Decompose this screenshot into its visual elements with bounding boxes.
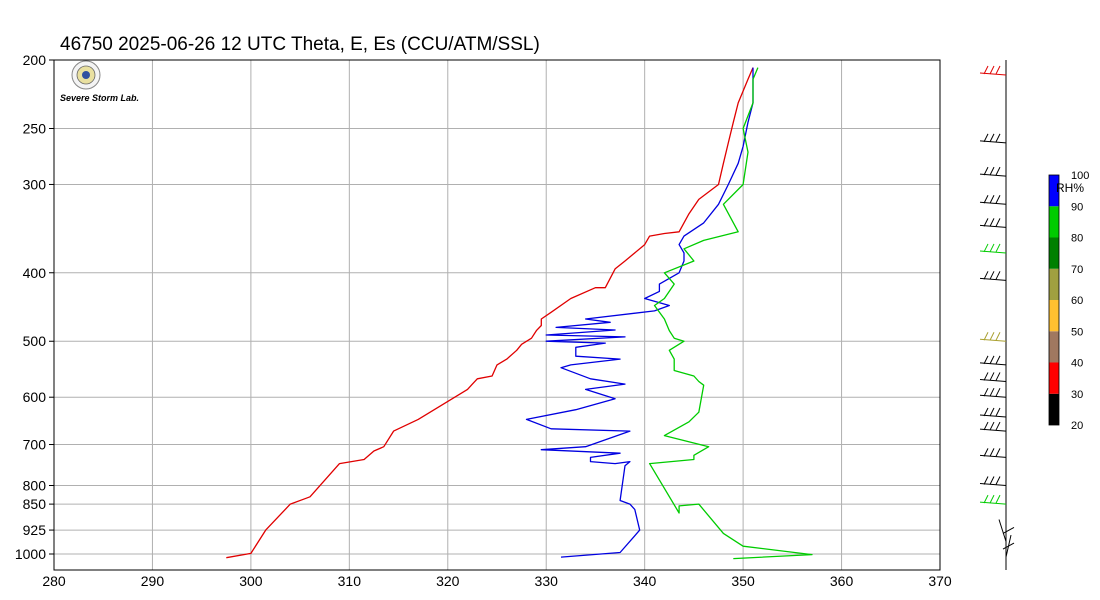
wind-barb (979, 166, 1007, 177)
rh-colorbar-tick: 30 (1071, 389, 1083, 401)
series-line-3 (648, 67, 813, 560)
rh-colorbar-tick: 50 (1071, 326, 1083, 338)
y-tick-label: 800 (23, 478, 47, 494)
rh-colorbar-segment (1049, 393, 1059, 425)
wind-barb (998, 519, 1015, 542)
wind-barb (1002, 534, 1015, 558)
rh-colorbar-tick: 20 (1071, 420, 1083, 432)
rh-colorbar-segment (1049, 331, 1059, 363)
x-tick-label: 330 (535, 573, 559, 589)
rh-colorbar: 20 30 40 50 60 70 80 90 100 (1048, 170, 1089, 432)
rh-colorbar-tick: 70 (1071, 264, 1083, 276)
axis-ticks: 280 290 300 310 320 330 340 350 360 370 200 250 300 4… (15, 52, 952, 589)
wind-barb (979, 407, 1007, 418)
x-tick-label: 300 (239, 573, 263, 589)
logo-text: Severe Storm Lab. (60, 93, 139, 103)
wind-barb (979, 448, 1007, 458)
wind-barb (979, 332, 1007, 342)
y-tick-label: 925 (23, 522, 47, 538)
wind-barb (979, 243, 1007, 254)
rh-colorbar-tick: 80 (1071, 233, 1083, 245)
rh-colorbar-label: RH% (1056, 181, 1084, 195)
rh-colorbar-tick: 60 (1071, 295, 1083, 307)
y-tick-label: 300 (23, 176, 47, 192)
x-tick-label: 350 (731, 573, 755, 589)
y-tick-label: 400 (23, 265, 47, 281)
wind-barb (979, 65, 1007, 76)
y-tick-label: 250 (23, 120, 47, 136)
x-tick-label: 320 (436, 573, 460, 589)
x-tick-label: 360 (830, 573, 854, 589)
rh-colorbar-segment (1049, 362, 1059, 394)
rh-colorbar-tick: 100 (1071, 170, 1089, 182)
wind-barb (979, 476, 1007, 487)
x-tick-label: 340 (633, 573, 657, 589)
wind-barb (979, 195, 1007, 205)
wind-barb (979, 372, 1007, 382)
wind-barb (979, 387, 1007, 398)
y-tick-label: 700 (23, 437, 47, 453)
rh-colorbar-tick: 90 (1071, 201, 1083, 213)
wind-barbs (979, 65, 1015, 558)
wind-barb (979, 421, 1007, 432)
x-tick-label: 290 (141, 573, 165, 589)
rh-colorbar-segment (1049, 206, 1059, 238)
wind-barb (979, 218, 1007, 228)
rh-colorbar-segment (1049, 175, 1059, 207)
wind-barb (979, 494, 1007, 505)
x-tick-label: 310 (338, 573, 362, 589)
rh-colorbar-segment (1049, 300, 1059, 332)
rh-colorbar-tick: 40 (1071, 358, 1083, 370)
wind-barb (979, 133, 1007, 144)
rh-colorbar-segment (1049, 237, 1059, 269)
series-line-1 (226, 67, 754, 559)
lab-logo: Severe Storm Lab. (60, 60, 139, 103)
plot-frame (53, 59, 941, 571)
rh-colorbar-segment (1049, 268, 1059, 300)
wind-barb (979, 355, 1007, 366)
series-layer (226, 67, 813, 560)
y-tick-label: 1000 (15, 546, 46, 562)
wind-barb (979, 271, 1007, 281)
x-tick-label: 280 (42, 573, 66, 589)
x-tick-label: 370 (928, 573, 952, 589)
y-tick-label: 200 (23, 52, 47, 68)
series-line-2 (525, 67, 754, 558)
y-tick-label: 850 (23, 496, 47, 512)
y-tick-label: 500 (23, 333, 47, 349)
chart-title: 46750 2025-06-26 12 UTC Theta, E, Es (CC… (60, 34, 540, 55)
y-tick-label: 600 (23, 389, 47, 405)
